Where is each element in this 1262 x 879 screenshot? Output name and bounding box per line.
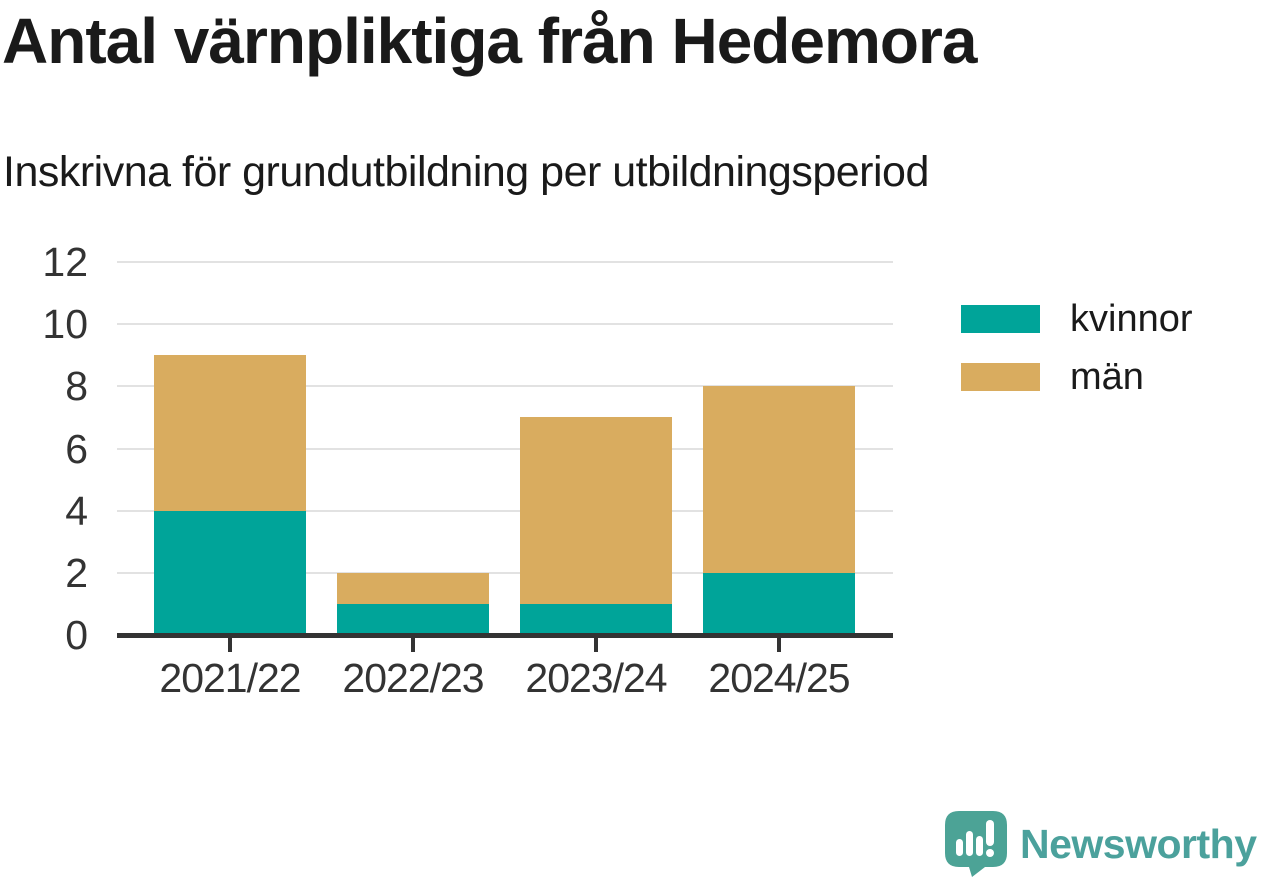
bar-segment bbox=[703, 572, 855, 635]
legend-label-man: män bbox=[1070, 356, 1144, 398]
legend: kvinnor män bbox=[961, 300, 1193, 396]
legend-swatch-kvinnor bbox=[961, 305, 1040, 333]
y-axis-tick-label: 2 bbox=[65, 550, 88, 596]
legend-item-kvinnor: kvinnor bbox=[961, 300, 1193, 338]
newsworthy-logo[interactable]: Newsworthy bbox=[945, 811, 1257, 877]
gridline bbox=[117, 448, 893, 450]
gridline bbox=[117, 572, 893, 574]
y-axis-tick-label: 6 bbox=[65, 426, 88, 472]
bar-segment bbox=[154, 355, 306, 511]
y-axis-tick-label: 0 bbox=[65, 612, 88, 658]
gridline bbox=[117, 385, 893, 387]
bar-segment bbox=[337, 572, 489, 604]
bar-segment bbox=[520, 603, 672, 635]
x-axis-tick-label: 2023/24 bbox=[525, 655, 667, 701]
x-axis-tick-label: 2021/22 bbox=[159, 655, 301, 701]
bar-chart-speech-bubble-icon bbox=[945, 811, 1007, 877]
gridline bbox=[117, 261, 893, 263]
newsworthy-wordmark: Newsworthy bbox=[1020, 820, 1257, 867]
x-axis-line bbox=[117, 633, 893, 638]
legend-item-man: män bbox=[961, 358, 1193, 396]
bar-segment bbox=[703, 386, 855, 573]
gridline bbox=[117, 323, 893, 325]
y-axis-tick-label: 4 bbox=[65, 488, 88, 534]
bar-segment bbox=[154, 510, 306, 635]
x-axis-tick-label: 2024/25 bbox=[708, 655, 850, 701]
x-axis-tick bbox=[411, 638, 415, 652]
gridline bbox=[117, 510, 893, 512]
x-axis-tick bbox=[777, 638, 781, 652]
x-axis-tick bbox=[594, 638, 598, 652]
bar-segment bbox=[337, 603, 489, 635]
x-axis-tick bbox=[228, 638, 232, 652]
legend-label-kvinnor: kvinnor bbox=[1070, 298, 1193, 340]
y-axis-tick-label: 10 bbox=[42, 301, 88, 347]
chart-title: Antal värnpliktiga från Hedemora bbox=[2, 5, 977, 77]
legend-swatch-man bbox=[961, 363, 1040, 391]
bar-segment bbox=[520, 417, 672, 604]
x-axis-tick-label: 2022/23 bbox=[342, 655, 484, 701]
y-axis-tick-label: 12 bbox=[42, 239, 88, 285]
y-axis-tick-label: 8 bbox=[65, 363, 88, 409]
chart-subtitle: Inskrivna för grundutbildning per utbild… bbox=[3, 148, 929, 196]
